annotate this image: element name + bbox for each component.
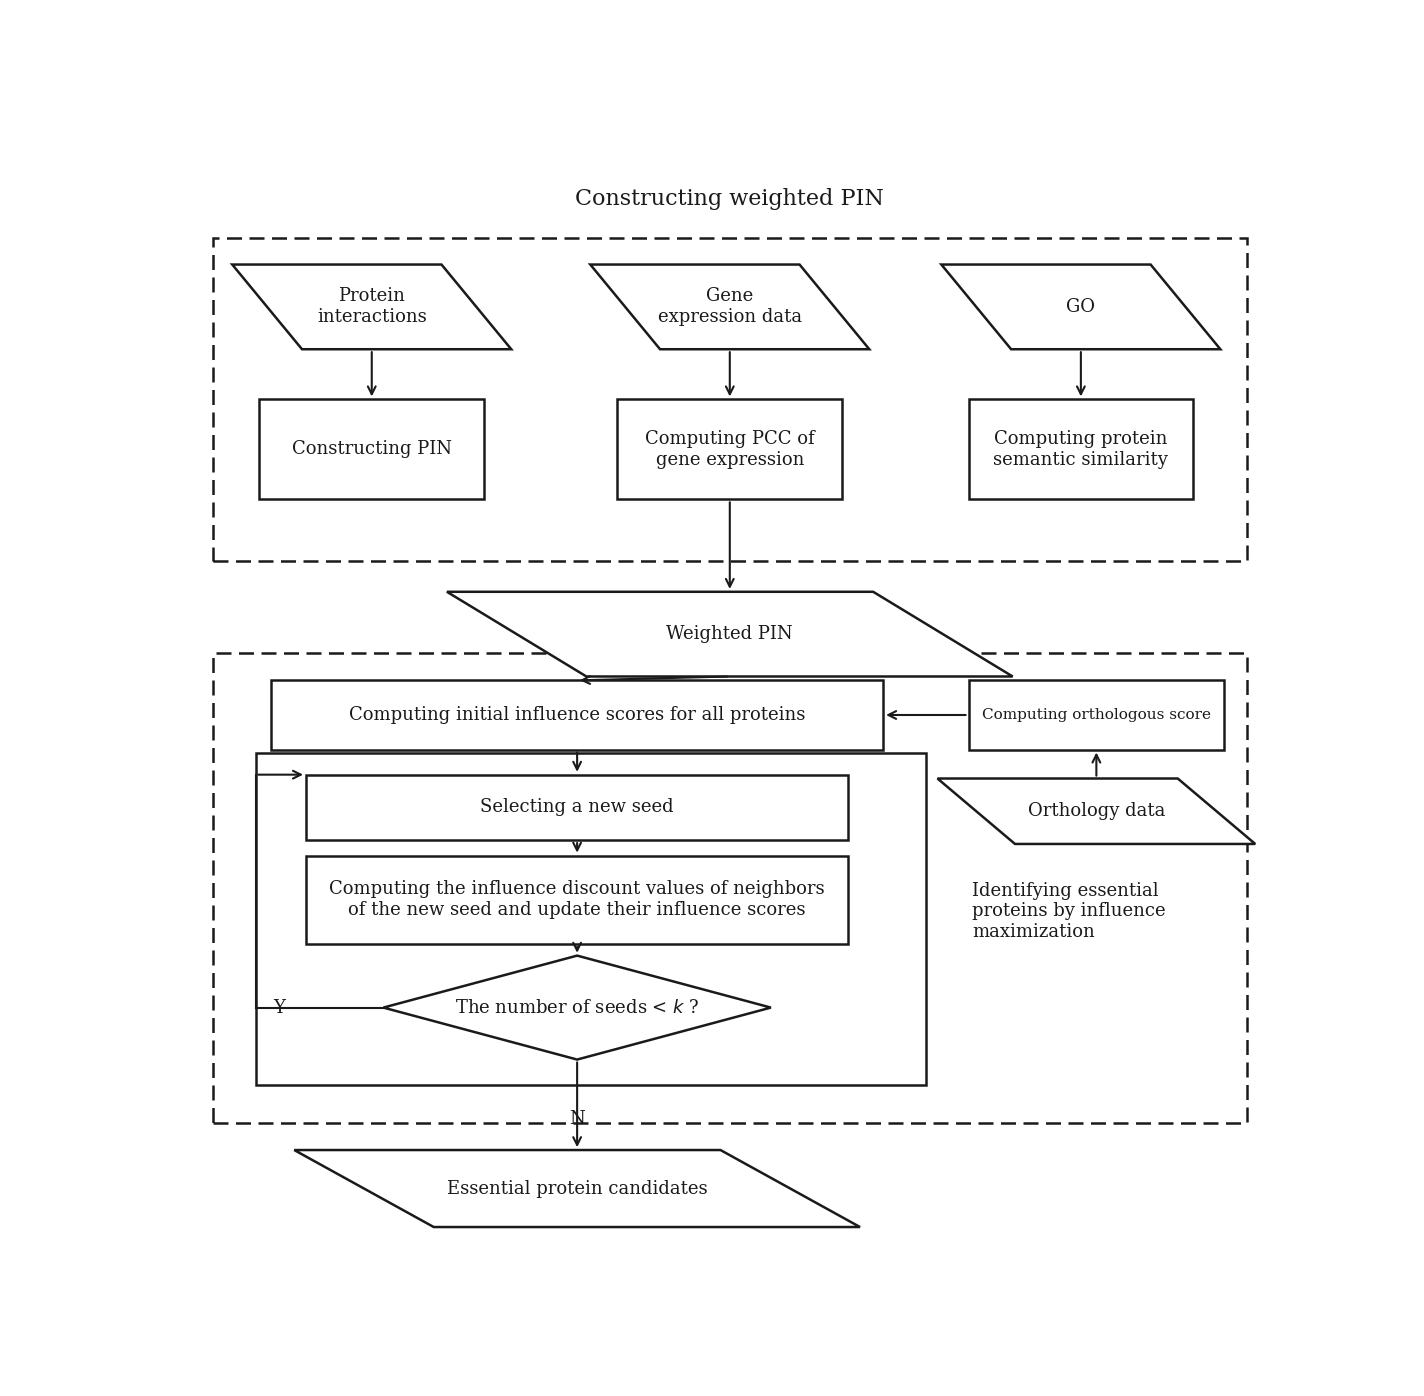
Text: N: N [570, 1110, 585, 1128]
Polygon shape [232, 264, 511, 349]
Text: GO: GO [1067, 297, 1095, 315]
Text: Orthology data: Orthology data [1028, 803, 1165, 821]
FancyBboxPatch shape [968, 680, 1225, 750]
Text: Y: Y [273, 998, 285, 1016]
Polygon shape [941, 264, 1220, 349]
Text: Protein
interactions: Protein interactions [318, 288, 427, 327]
Text: Weighted PIN: Weighted PIN [666, 625, 793, 644]
Text: Identifying essential
proteins by influence
maximization: Identifying essential proteins by influe… [973, 881, 1166, 941]
Polygon shape [447, 592, 1012, 677]
Text: Computing protein
semantic similarity: Computing protein semantic similarity [994, 430, 1168, 469]
FancyBboxPatch shape [306, 775, 849, 840]
Text: Computing initial influence scores for all proteins: Computing initial influence scores for a… [349, 706, 806, 725]
Polygon shape [591, 264, 869, 349]
Text: Computing orthologous score: Computing orthologous score [983, 708, 1210, 722]
FancyBboxPatch shape [618, 399, 842, 500]
Polygon shape [383, 956, 770, 1060]
Text: Constructing weighted PIN: Constructing weighted PIN [575, 188, 884, 209]
FancyBboxPatch shape [271, 680, 883, 750]
Text: Computing the influence discount values of neighbors
of the new seed and update : Computing the influence discount values … [329, 881, 824, 919]
Polygon shape [937, 779, 1255, 845]
Polygon shape [295, 1150, 860, 1227]
Text: Constructing PIN: Constructing PIN [292, 440, 451, 458]
FancyBboxPatch shape [259, 399, 484, 500]
Text: Essential protein candidates: Essential protein candidates [447, 1180, 708, 1198]
Text: Gene
expression data: Gene expression data [658, 288, 802, 327]
Text: Selecting a new seed: Selecting a new seed [480, 799, 674, 817]
Text: Computing PCC of
gene expression: Computing PCC of gene expression [645, 430, 815, 469]
FancyBboxPatch shape [968, 399, 1193, 500]
FancyBboxPatch shape [306, 856, 849, 944]
Text: The number of seeds < $k$ ?: The number of seeds < $k$ ? [454, 998, 699, 1016]
